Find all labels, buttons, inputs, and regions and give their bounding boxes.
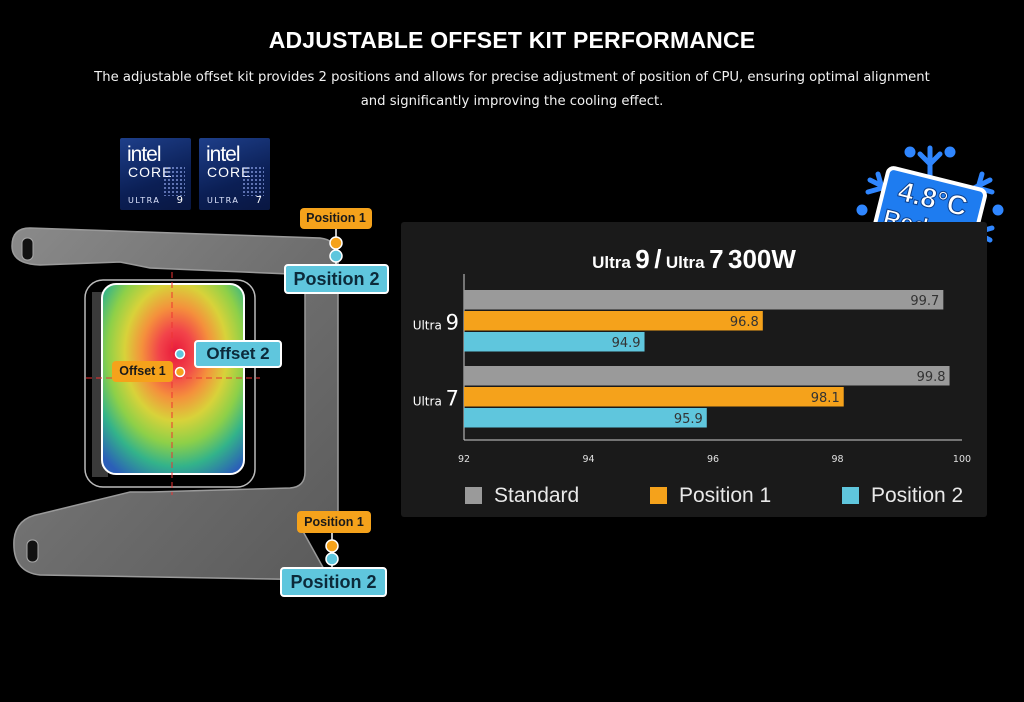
badge-tier-text: ULTRA bbox=[128, 196, 161, 205]
chart-title-part: 9 bbox=[635, 244, 650, 274]
top-position-2-tag: Position 2 bbox=[284, 264, 389, 294]
category-prefix: Ultra bbox=[413, 394, 446, 408]
bar-position-2 bbox=[464, 408, 707, 428]
legend-swatch-position-1 bbox=[650, 487, 667, 504]
subtitle-line-1: The adjustable offset kit provides 2 pos… bbox=[94, 70, 930, 85]
chart-panel: Ultra 9 / Ultra 7 300W 99.7 99.8 96.8 98.1 9… bbox=[401, 222, 987, 517]
legend-item-standard: Standard bbox=[465, 484, 579, 508]
chart-title-part: 300W bbox=[727, 244, 796, 274]
data-label: 95.9 bbox=[674, 412, 703, 427]
cpu-heatmap bbox=[101, 283, 245, 475]
category-prefix: Ultra bbox=[413, 318, 446, 332]
bottom-position-1-tag: Position 1 bbox=[297, 511, 371, 533]
legend-label-standard: Standard bbox=[494, 484, 580, 507]
chart-title-part: / bbox=[654, 244, 662, 274]
top-position-1-tag: Position 1 bbox=[300, 208, 372, 229]
bar-standard bbox=[464, 290, 944, 310]
badge-core-text: CORE bbox=[128, 164, 173, 180]
legend-swatch-position-2 bbox=[842, 487, 859, 504]
legend-item-position-1: Position 1 bbox=[650, 484, 771, 508]
offset-1-tag: Offset 1 bbox=[112, 361, 173, 382]
legend-swatch-standard bbox=[465, 487, 482, 504]
legend-item-position-2: Position 2 bbox=[842, 484, 963, 508]
data-label: 99.8 bbox=[917, 370, 946, 385]
x-tick-label: 98 bbox=[831, 454, 843, 465]
bar-position-2 bbox=[464, 332, 645, 352]
data-label: 96.8 bbox=[730, 315, 759, 330]
top-position-1-dot bbox=[329, 236, 343, 250]
chart-title-part: Ultra bbox=[592, 253, 631, 272]
chart-title: Ultra 9 / Ultra 7 300W bbox=[401, 244, 987, 275]
badge-number: 7 bbox=[255, 195, 262, 206]
x-tick-label: 92 bbox=[458, 454, 470, 465]
top-position-2-dot bbox=[329, 249, 343, 263]
data-label: 98.1 bbox=[811, 391, 840, 406]
category-label: Ultra 9 bbox=[413, 310, 459, 334]
x-tick-label: 94 bbox=[582, 454, 594, 465]
subtitle-line-2: and significantly improving the cooling … bbox=[360, 94, 664, 109]
bar-position-1 bbox=[464, 387, 844, 407]
x-tick-label: 100 bbox=[953, 454, 971, 465]
x-tick-label: 96 bbox=[707, 454, 719, 465]
page-title: ADJUSTABLE OFFSET KIT PERFORMANCE bbox=[268, 27, 756, 53]
offset-1-dot bbox=[174, 366, 186, 378]
data-label: 99.7 bbox=[910, 294, 939, 309]
bottom-position-1-dot bbox=[325, 539, 339, 553]
bottom-position-2-tag: Position 2 bbox=[280, 567, 387, 597]
legend-label-position-1: Position 1 bbox=[679, 484, 772, 507]
badge-number: 9 bbox=[176, 195, 183, 206]
chart-title-part: 7 bbox=[709, 244, 724, 274]
data-label: 94.9 bbox=[612, 336, 641, 351]
category-number: 9 bbox=[446, 310, 459, 334]
badge-core-text: CORE bbox=[207, 164, 252, 180]
legend-label-position-2: Position 2 bbox=[871, 484, 964, 507]
category-number: 7 bbox=[446, 386, 459, 410]
bar-standard bbox=[464, 366, 950, 386]
page-subtitle: The adjustable offset kit provides 2 pos… bbox=[60, 66, 964, 114]
intel-logo-text: intel bbox=[127, 143, 162, 166]
bottom-position-2-dot bbox=[325, 552, 339, 566]
chart-title-part: Ultra bbox=[665, 253, 705, 272]
badge-dots-pattern bbox=[242, 166, 264, 196]
intel-core-ultra-7-badge: intel CORE ULTRA 7 bbox=[199, 138, 270, 210]
badge-dots-pattern bbox=[163, 166, 185, 196]
offset-2-dot bbox=[174, 348, 186, 360]
intel-logo-text: intel bbox=[206, 143, 241, 166]
badge-tier-text: ULTRA bbox=[207, 196, 240, 205]
offset-2-tag: Offset 2 bbox=[194, 340, 282, 368]
intel-core-ultra-9-badge: intel CORE ULTRA 9 bbox=[120, 138, 191, 210]
mounting-bracket-diagram bbox=[11, 227, 343, 581]
category-label: Ultra 7 bbox=[413, 386, 459, 410]
bar-position-1 bbox=[464, 311, 763, 331]
